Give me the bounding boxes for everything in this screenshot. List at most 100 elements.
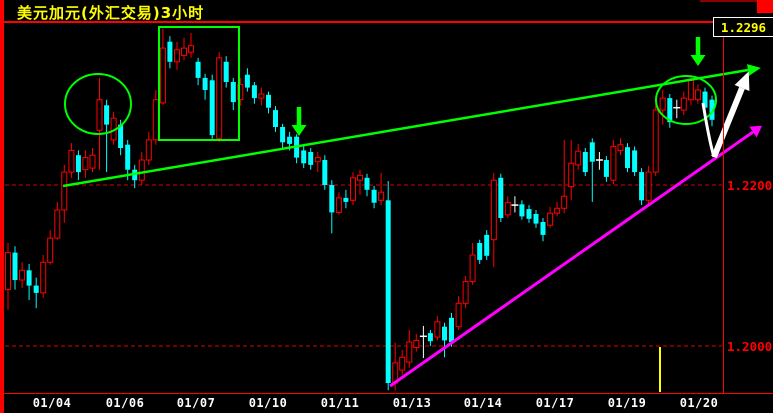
- x-axis-date-label: 01/20: [679, 396, 719, 410]
- annotation-box-top[interactable]: [158, 26, 240, 141]
- annotation-uptrend-line[interactable]: [62, 64, 761, 188]
- candle: [378, 172, 385, 206]
- candle: [364, 173, 370, 197]
- candle: [343, 189, 349, 209]
- candle: [589, 138, 595, 202]
- candle: [350, 172, 356, 206]
- candle: [667, 94, 673, 128]
- candle: [61, 164, 68, 223]
- window-left-border: [0, 0, 4, 413]
- x-axis-date-label: 01/10: [248, 396, 288, 410]
- candle: [138, 152, 145, 185]
- candle: [413, 333, 420, 352]
- candle: [455, 296, 462, 330]
- annotation-arrow-down-1[interactable]: [291, 107, 307, 136]
- candle: [33, 277, 39, 309]
- annotation-ellipse-right[interactable]: [655, 75, 717, 125]
- candle: [561, 139, 568, 214]
- candle: [645, 165, 652, 206]
- candle: [152, 90, 159, 145]
- annotation-arrow-down-2[interactable]: [690, 37, 706, 66]
- candle: [159, 28, 166, 106]
- candle: [68, 143, 75, 178]
- x-axis-date-label: 01/06: [105, 396, 145, 410]
- candle: [223, 56, 229, 88]
- latest-price-label: 1.2296: [720, 19, 767, 35]
- price-gridlines: [5, 184, 722, 347]
- candle: [47, 230, 54, 265]
- candle: [427, 329, 433, 346]
- candle: [385, 181, 391, 391]
- candle: [595, 152, 603, 170]
- candle: [294, 134, 300, 164]
- x-axis-date-label: 01/04: [32, 396, 72, 410]
- candle: [125, 139, 131, 181]
- candle: [371, 185, 377, 209]
- candle: [617, 138, 624, 156]
- candle: [511, 196, 519, 213]
- candle: [195, 57, 201, 86]
- candle: [251, 82, 257, 104]
- candle: [504, 196, 511, 218]
- x-axis-date-label: 01/11: [320, 396, 360, 410]
- candle: [399, 350, 406, 375]
- candle: [301, 146, 307, 169]
- scroll-end-marker[interactable]: [757, 0, 773, 13]
- candle: [174, 41, 180, 70]
- candle: [202, 73, 208, 100]
- chart-title: 美元加元(外汇交易)3小时: [17, 4, 205, 22]
- title-bar: 美元加元(外汇交易)3小时: [0, 0, 773, 22]
- candle: [244, 68, 250, 92]
- price-level-label-12200: 1.2200: [727, 178, 773, 193]
- candle: [694, 84, 701, 104]
- candle: [659, 90, 666, 125]
- x-axis-line: [0, 393, 773, 394]
- candle: [419, 325, 427, 359]
- candle: [469, 243, 476, 285]
- candle: [258, 87, 265, 106]
- x-axis-date-label: 01/19: [607, 396, 647, 410]
- candle: [442, 322, 447, 358]
- latest-price-box: 1.2296: [713, 17, 773, 37]
- candle: [603, 156, 609, 182]
- annotation-ellipse-left[interactable]: [64, 73, 132, 135]
- annotation-arrow-v-white[interactable]: [701, 71, 750, 159]
- candle: [188, 32, 194, 58]
- candle: [167, 36, 173, 69]
- candle: [19, 262, 26, 288]
- title-underline: [0, 21, 773, 23]
- candle: [314, 152, 321, 173]
- candle: [357, 169, 363, 195]
- x-axis-date-label: 01/07: [176, 396, 216, 410]
- candle: [406, 329, 413, 368]
- candle: [54, 201, 61, 240]
- x-axis-date-label: 01/13: [392, 396, 432, 410]
- candle: [181, 37, 187, 61]
- candle: [575, 143, 582, 170]
- candle: [266, 91, 271, 114]
- candle: [280, 123, 286, 148]
- annotations-layer: [62, 26, 763, 388]
- candle: [273, 106, 278, 132]
- candle: [434, 316, 441, 341]
- candle: [554, 201, 561, 217]
- candle: [526, 205, 532, 223]
- candle: [5, 243, 11, 310]
- candle: [209, 74, 215, 140]
- candle: [308, 148, 314, 170]
- candle: [26, 263, 32, 301]
- candle: [568, 139, 575, 201]
- candle: [582, 148, 588, 177]
- candle: [75, 150, 81, 181]
- candle: [547, 206, 554, 228]
- candle: [610, 139, 617, 185]
- candles-layer: [5, 28, 715, 391]
- candle: [680, 91, 687, 115]
- candle: [322, 155, 328, 190]
- candle: [632, 146, 638, 177]
- annotation-support-line[interactable]: [389, 125, 763, 388]
- candle: [12, 246, 18, 290]
- x-axis-date-label: 01/17: [535, 396, 575, 410]
- candle: [335, 192, 342, 215]
